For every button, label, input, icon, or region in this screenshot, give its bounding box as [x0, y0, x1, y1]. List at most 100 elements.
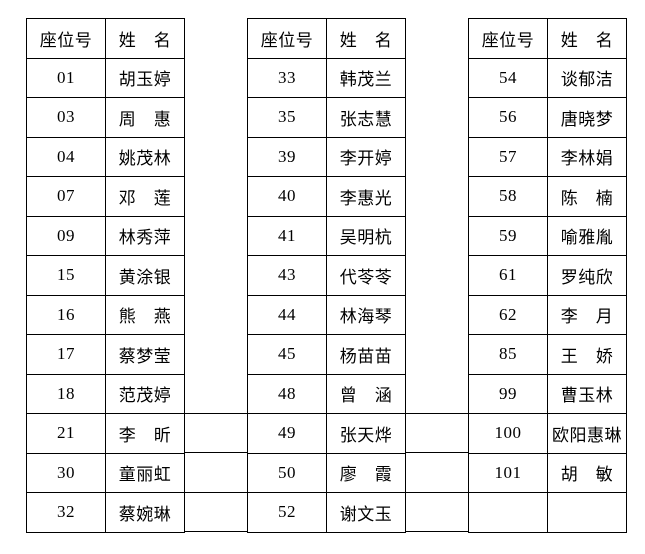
- table-row: 50 廖 霞: [247, 452, 406, 493]
- name-header: 姓 名: [547, 18, 627, 59]
- seat-number-cell: 52: [247, 492, 327, 533]
- seat-number-cell: 04: [26, 136, 106, 177]
- seat-number-cell: [468, 492, 548, 533]
- name-cell: 罗纯欣: [547, 255, 627, 296]
- seat-number-cell: 85: [468, 334, 548, 375]
- gap-empty-cell: [406, 452, 468, 492]
- name-cell: 姚茂林: [105, 136, 185, 177]
- seat-number-cell: 41: [247, 215, 327, 256]
- table-row: 58 陈 楠: [468, 176, 627, 217]
- gap-empty-cell: [185, 491, 247, 532]
- seat-number-header: 座位号: [26, 18, 106, 59]
- table-row: 85 王 娇: [468, 334, 627, 375]
- seat-number-cell: 35: [247, 97, 327, 138]
- table-gap-1: [185, 18, 247, 532]
- table-row: 59 喻雅胤: [468, 215, 627, 256]
- table-row: 52 谢文玉: [247, 492, 406, 533]
- name-cell: 范茂婷: [105, 373, 185, 414]
- seat-table-1: 座位号姓 名 01 胡玉婷 03 周 惠 04 姚茂林 07 邓 莲 09 林秀萍 15 黄涂银 16 熊 …: [26, 18, 185, 533]
- name-cell: 谢文玉: [326, 492, 406, 533]
- seat-number-cell: 01: [26, 57, 106, 98]
- name-cell: 王 娇: [547, 334, 627, 375]
- table-row: [468, 492, 627, 533]
- seat-number-cell: 16: [26, 294, 106, 335]
- name-cell: 邓 莲: [105, 176, 185, 217]
- table-row: 48 曾 涵: [247, 373, 406, 414]
- name-cell: 喻雅胤: [547, 215, 627, 256]
- seat-number-cell: 100: [468, 413, 548, 454]
- table-row: 40 李惠光: [247, 176, 406, 217]
- name-cell: 代苓苓: [326, 255, 406, 296]
- seat-number-cell: 21: [26, 413, 106, 454]
- seat-number-cell: 50: [247, 452, 327, 493]
- name-cell: 李惠光: [326, 176, 406, 217]
- table-row: 35 张志慧: [247, 97, 406, 138]
- seat-number-cell: 15: [26, 255, 106, 296]
- seat-number-cell: 101: [468, 452, 548, 493]
- seat-number-cell: 17: [26, 334, 106, 375]
- name-cell: 林秀萍: [105, 215, 185, 256]
- table-row: 21 李 昕: [26, 413, 185, 454]
- name-cell: 张志慧: [326, 97, 406, 138]
- name-header: 姓 名: [105, 18, 185, 59]
- table-row: 33 韩茂兰: [247, 57, 406, 98]
- table-row: 09 林秀萍: [26, 215, 185, 256]
- name-cell: 童丽虹: [105, 452, 185, 493]
- seat-number-cell: 48: [247, 373, 327, 414]
- seat-number-cell: 99: [468, 373, 548, 414]
- name-cell: 谈郁洁: [547, 57, 627, 98]
- gap-empty-cell: [406, 491, 468, 532]
- seat-table-3: 座位号姓 名 54 谈郁洁 56 唐晓梦 57 李林娟 58 陈 楠 59 喻雅胤 61 罗纯欣 62 李 …: [468, 18, 627, 533]
- seat-number-cell: 40: [247, 176, 327, 217]
- name-cell: 李 月: [547, 294, 627, 335]
- seat-table-2: 座位号姓 名 33 韩茂兰 35 张志慧 39 李开婷 40 李惠光 41 吴明杭 43 代苓苓 44 林海…: [247, 18, 406, 533]
- table-row: 16 熊 燕: [26, 294, 185, 335]
- seat-number-cell: 49: [247, 413, 327, 454]
- seat-number-cell: 03: [26, 97, 106, 138]
- table-row: 101 胡 敏: [468, 452, 627, 493]
- table-row: 39 李开婷: [247, 136, 406, 177]
- name-cell: 蔡梦莹: [105, 334, 185, 375]
- name-cell: 胡 敏: [547, 452, 627, 493]
- gap-empty-cell: [185, 452, 247, 492]
- seat-number-cell: 18: [26, 373, 106, 414]
- name-cell: 陈 楠: [547, 176, 627, 217]
- seat-number-cell: 33: [247, 57, 327, 98]
- table-row: 41 吴明杭: [247, 215, 406, 256]
- table-row: 07 邓 莲: [26, 176, 185, 217]
- table-row: 56 唐晓梦: [468, 97, 627, 138]
- table-row: 17 蔡梦莹: [26, 334, 185, 375]
- name-cell: 周 惠: [105, 97, 185, 138]
- table-row: 61 罗纯欣: [468, 255, 627, 296]
- name-cell: 廖 霞: [326, 452, 406, 493]
- name-cell: 吴明杭: [326, 215, 406, 256]
- seat-number-cell: 30: [26, 452, 106, 493]
- table-row: 99 曹玉林: [468, 373, 627, 414]
- table-row: 44 林海琴: [247, 294, 406, 335]
- seat-number-cell: 57: [468, 136, 548, 177]
- seat-number-cell: 45: [247, 334, 327, 375]
- name-cell: 胡玉婷: [105, 57, 185, 98]
- seat-number-cell: 59: [468, 215, 548, 256]
- seat-number-cell: 09: [26, 215, 106, 256]
- table-row: 32 蔡婉琳: [26, 492, 185, 533]
- table-row: 15 黄涂银: [26, 255, 185, 296]
- name-cell: 杨苗苗: [326, 334, 406, 375]
- name-cell: 李开婷: [326, 136, 406, 177]
- seating-chart: 座位号姓 名 01 胡玉婷 03 周 惠 04 姚茂林 07 邓 莲 09 林秀萍 15 黄涂银 16 熊 …: [26, 18, 627, 533]
- table-row: 57 李林娟: [468, 136, 627, 177]
- seat-number-cell: 58: [468, 176, 548, 217]
- seat-number-cell: 07: [26, 176, 106, 217]
- header-row: 座位号姓 名: [247, 18, 406, 59]
- seat-number-cell: 44: [247, 294, 327, 335]
- name-cell: 林海琴: [326, 294, 406, 335]
- table-row: 54 谈郁洁: [468, 57, 627, 98]
- table-row: 18 范茂婷: [26, 373, 185, 414]
- name-cell: 李 昕: [105, 413, 185, 454]
- table-row: 30 童丽虹: [26, 452, 185, 493]
- seat-number-cell: 43: [247, 255, 327, 296]
- seat-number-cell: 56: [468, 97, 548, 138]
- gap-empty-cell: [406, 412, 468, 453]
- table-row: 45 杨苗苗: [247, 334, 406, 375]
